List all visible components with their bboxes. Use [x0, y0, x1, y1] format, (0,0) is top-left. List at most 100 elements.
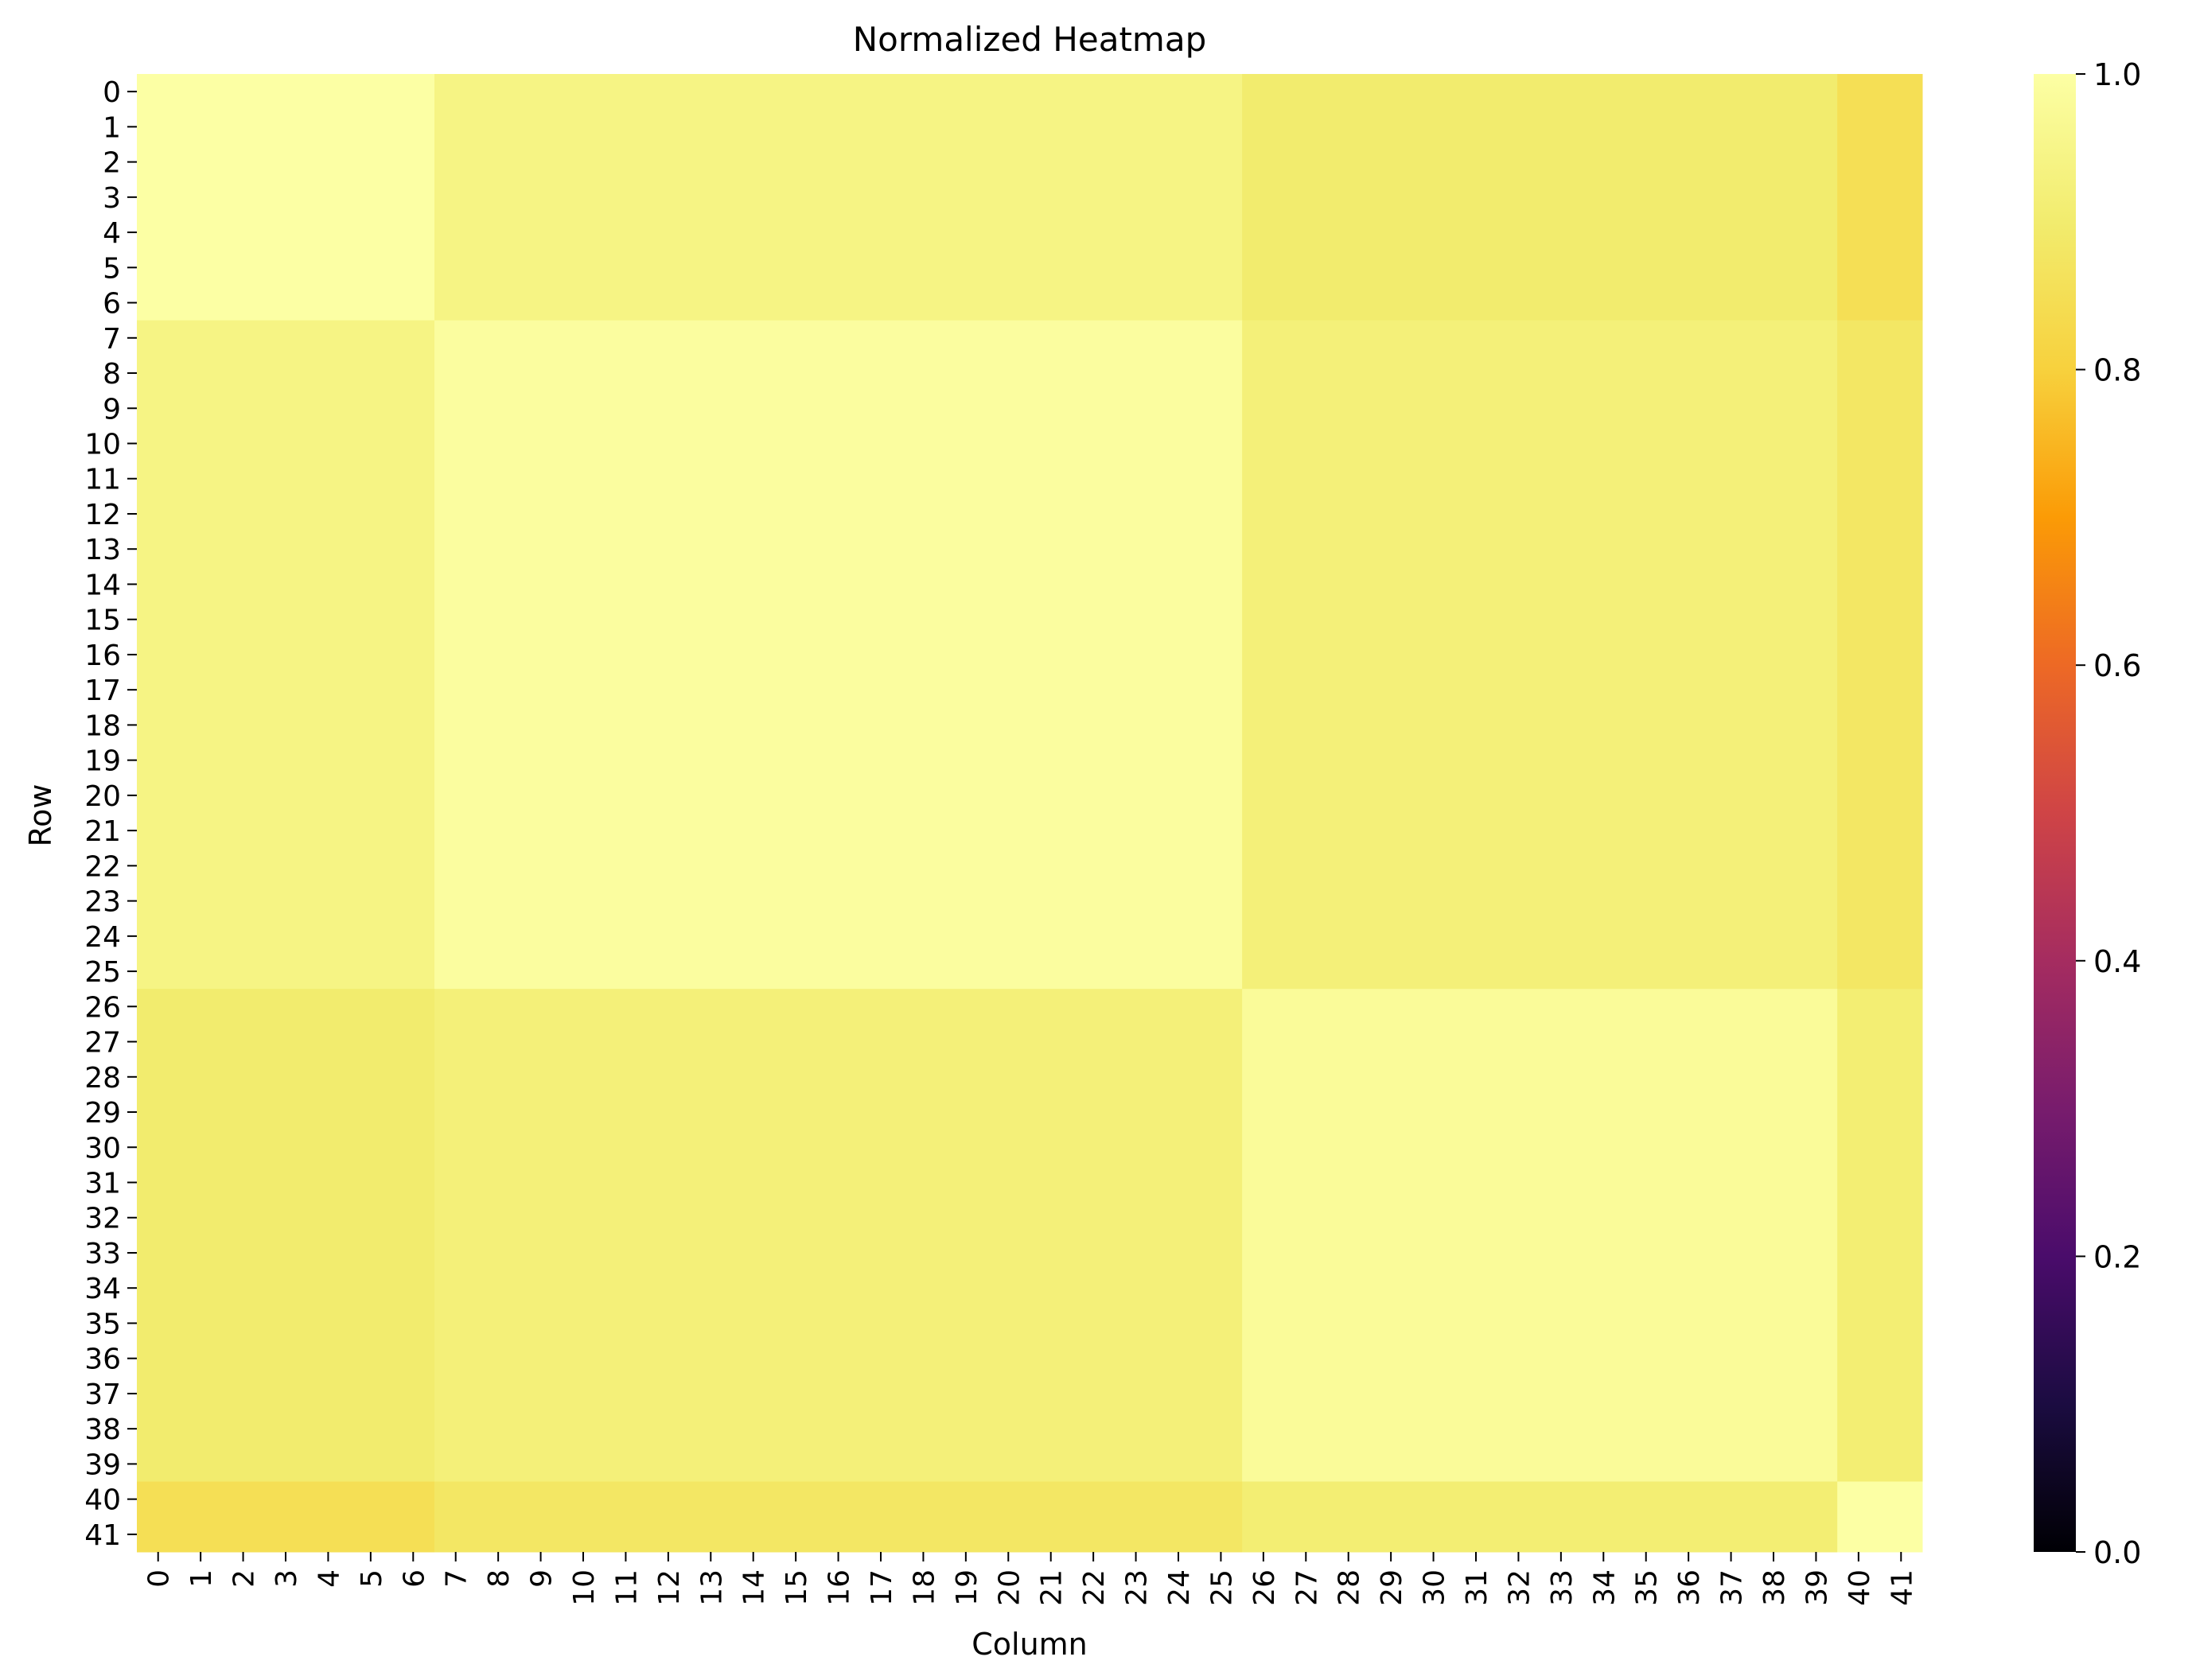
y-tick-label: 22 [84, 850, 121, 883]
x-tick-label: 10 [568, 1569, 601, 1606]
y-tick-label: 24 [84, 921, 121, 954]
x-tick-label: 32 [1503, 1569, 1536, 1606]
y-tick-label: 10 [84, 429, 121, 461]
colorbar-tick-label: 0.0 [2093, 1535, 2141, 1570]
x-tick-label: 26 [1248, 1569, 1281, 1606]
y-tick-label: 3 [103, 182, 121, 215]
y-tick-label: 9 [103, 393, 121, 426]
x-tick-label: 33 [1546, 1569, 1579, 1606]
x-tick-label: 11 [610, 1569, 643, 1606]
x-tick-label: 30 [1419, 1569, 1451, 1606]
y-tick-label: 15 [84, 605, 121, 637]
y-axis-ticks: 0123456789101112131415161718192021222324… [84, 76, 137, 1552]
y-tick-label: 41 [84, 1519, 121, 1552]
y-tick-label: 37 [84, 1379, 121, 1411]
heatmap-block [1837, 1481, 1923, 1553]
x-tick-label: 22 [1078, 1569, 1111, 1606]
x-tick-label: 3 [271, 1569, 303, 1588]
y-tick-label: 20 [84, 780, 121, 813]
y-tick-label: 31 [84, 1168, 121, 1200]
y-tick-label: 25 [84, 956, 121, 989]
x-tick-label: 12 [653, 1569, 686, 1606]
heatmap-block [434, 320, 1243, 990]
y-tick-label: 26 [84, 991, 121, 1024]
x-tick-label: 36 [1673, 1569, 1706, 1606]
y-tick-label: 2 [103, 147, 121, 180]
y-tick-label: 16 [84, 640, 121, 672]
heatmap-block [137, 1481, 435, 1553]
y-tick-label: 7 [103, 323, 121, 356]
y-tick-label: 1 [103, 111, 121, 144]
x-tick-label: 18 [908, 1569, 940, 1606]
heatmap-block [434, 989, 1243, 1483]
heatmap-block [1242, 320, 1838, 990]
heatmap-cells [137, 74, 1923, 1553]
y-tick-label: 30 [84, 1132, 121, 1165]
y-tick-label: 11 [84, 464, 121, 496]
y-tick-label: 6 [103, 288, 121, 321]
y-tick-label: 35 [84, 1308, 121, 1340]
x-tick-label: 38 [1758, 1569, 1791, 1606]
colorbar-tick-label: 0.2 [2093, 1239, 2141, 1274]
heatmap-block [1242, 74, 1838, 321]
x-tick-label: 19 [951, 1569, 983, 1606]
heatmap-block [137, 320, 435, 990]
y-tick-label: 21 [84, 815, 121, 848]
x-axis-ticks: 0 1 2 3 4 5 6 7 8 9 10 11 12 13 14 15 16 17 18 19 20 21 22 23 24… [143, 1552, 1918, 1606]
y-tick-label: 36 [84, 1344, 121, 1376]
x-tick-label: 23 [1121, 1569, 1154, 1606]
chart-title: Normalized Heatmap [853, 20, 1206, 59]
y-tick-label: 18 [84, 710, 121, 742]
heatmap-block [434, 1481, 1243, 1553]
y-tick-label: 17 [84, 675, 121, 707]
heatmap-block [1837, 989, 1923, 1483]
x-tick-label: 20 [993, 1569, 1026, 1606]
y-tick-label: 5 [103, 252, 121, 285]
x-tick-label: 15 [781, 1569, 813, 1606]
x-tick-label: 40 [1844, 1569, 1876, 1606]
x-tick-label: 0 [143, 1569, 176, 1588]
heatmap-block [1242, 989, 1838, 1483]
y-tick-label: 14 [84, 569, 121, 601]
y-tick-label: 38 [84, 1414, 121, 1446]
x-tick-label: 9 [526, 1569, 559, 1588]
y-tick-label: 28 [84, 1062, 121, 1095]
x-tick-label: 25 [1205, 1569, 1238, 1606]
x-tick-label: 37 [1716, 1569, 1749, 1606]
x-tick-label: 13 [695, 1569, 728, 1606]
x-tick-label: 28 [1334, 1569, 1366, 1606]
y-tick-label: 13 [84, 534, 121, 566]
x-tick-label: 31 [1461, 1569, 1493, 1606]
y-tick-label: 12 [84, 499, 121, 531]
x-tick-label: 5 [356, 1569, 388, 1588]
x-tick-label: 2 [228, 1569, 261, 1588]
x-tick-label: 8 [483, 1569, 516, 1588]
y-tick-label: 0 [103, 76, 121, 109]
x-tick-label: 24 [1163, 1569, 1196, 1606]
colorbar-tick-label: 0.4 [2093, 944, 2141, 979]
colorbar [2034, 74, 2076, 1552]
y-tick-label: 19 [84, 745, 121, 778]
colorbar-tick-label: 0.8 [2093, 353, 2141, 388]
x-tick-label: 27 [1291, 1569, 1323, 1606]
x-tick-label: 29 [1376, 1569, 1408, 1606]
y-tick-label: 32 [84, 1203, 121, 1235]
colorbar-tick-label: 1.0 [2093, 57, 2141, 92]
y-tick-label: 34 [84, 1273, 121, 1305]
x-tick-label: 34 [1588, 1569, 1621, 1606]
y-tick-label: 39 [84, 1449, 121, 1481]
y-tick-label: 27 [84, 1027, 121, 1060]
y-axis-label: Row [23, 784, 58, 846]
x-tick-label: 35 [1631, 1569, 1664, 1606]
x-tick-label: 14 [738, 1569, 771, 1606]
x-tick-label: 1 [185, 1569, 218, 1588]
x-tick-label: 4 [313, 1569, 345, 1588]
x-tick-label: 21 [1036, 1569, 1069, 1606]
y-tick-label: 29 [84, 1097, 121, 1130]
heatmap-block [1837, 320, 1923, 990]
colorbar-tick-label: 0.6 [2093, 648, 2141, 683]
heatmap-block [137, 74, 435, 321]
x-tick-label: 17 [866, 1569, 898, 1606]
x-tick-label: 7 [441, 1569, 473, 1588]
y-tick-label: 33 [84, 1238, 121, 1270]
